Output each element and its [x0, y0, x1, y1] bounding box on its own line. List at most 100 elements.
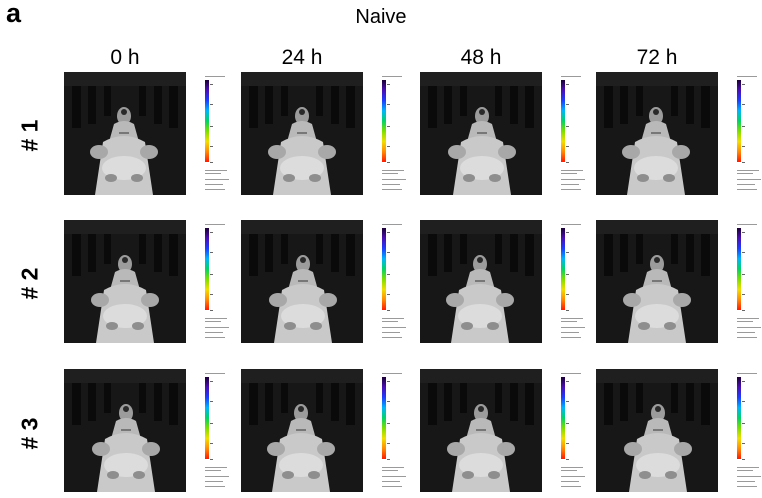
- color-gradient: [737, 228, 741, 310]
- scale-annotation-mark: [561, 373, 581, 374]
- scale-annotation-mark: [737, 470, 753, 471]
- scale-tick: [742, 443, 745, 444]
- scale-tick: [210, 401, 213, 402]
- scale-tick: [566, 126, 569, 127]
- scale-tick: [387, 126, 390, 127]
- scale-annotation-mark: [382, 467, 404, 468]
- scale-annotation-mark: [737, 321, 753, 322]
- scale-tick: [742, 84, 745, 85]
- panel-letter: a: [6, 0, 22, 28]
- color-gradient: [382, 377, 386, 459]
- mouse-image-row1-col3: [420, 72, 542, 195]
- scale-tick: [742, 274, 745, 275]
- scale-tick: [566, 274, 569, 275]
- scale-tick: [387, 146, 390, 147]
- scale-annotation-mark: [561, 224, 581, 225]
- scale-tick: [742, 381, 745, 382]
- scale-tick: [387, 459, 390, 460]
- scale-annotation-mark: [561, 170, 583, 171]
- scale-tick: [742, 252, 745, 253]
- mouse-image-row2-col3: [420, 220, 542, 343]
- color-gradient: [382, 228, 386, 310]
- scale-annotation-mark: [382, 486, 402, 487]
- mouse-photo: [596, 72, 718, 195]
- scale-annotation-mark: [737, 337, 757, 338]
- scale-annotation-mark: [737, 486, 757, 487]
- scale-annotation-mark: [205, 476, 229, 477]
- mouse-image-row3-col3: [420, 369, 542, 492]
- scale-tick: [742, 459, 745, 460]
- scale-tick: [210, 84, 213, 85]
- scale-annotation-mark: [561, 179, 585, 180]
- color-scale-bar: [735, 222, 762, 347]
- scale-tick: [387, 423, 390, 424]
- scale-annotation-mark: [561, 76, 581, 77]
- color-scale-bar: [380, 222, 416, 347]
- scale-tick: [387, 104, 390, 105]
- scale-annotation-mark: [561, 486, 581, 487]
- scale-annotation-mark: [737, 76, 757, 77]
- scale-annotation-mark: [205, 486, 225, 487]
- scale-annotation-mark: [382, 179, 406, 180]
- mouse-photo: [420, 220, 542, 343]
- scale-annotation-mark: [205, 179, 229, 180]
- mouse-image-row1-col1: [64, 72, 186, 195]
- scale-tick: [210, 162, 213, 163]
- mouse-photo: [64, 220, 186, 343]
- scale-tick: [210, 310, 213, 311]
- scale-annotation-mark: [205, 337, 225, 338]
- scale-annotation-mark: [737, 224, 757, 225]
- scale-tick: [210, 232, 213, 233]
- scale-annotation-mark: [561, 189, 581, 190]
- scale-tick: [210, 459, 213, 460]
- scale-tick: [387, 84, 390, 85]
- color-scale-bar: [559, 222, 595, 347]
- scale-annotation-mark: [205, 470, 221, 471]
- scale-annotation-mark: [737, 318, 759, 319]
- scale-tick: [387, 310, 390, 311]
- scale-tick: [742, 126, 745, 127]
- scale-annotation-mark: [382, 173, 398, 174]
- scale-tick: [210, 423, 213, 424]
- scale-annotation-mark: [737, 476, 761, 477]
- color-gradient: [737, 80, 741, 162]
- scale-annotation-mark: [737, 189, 757, 190]
- scale-tick: [742, 423, 745, 424]
- scale-tick: [742, 401, 745, 402]
- scale-annotation-mark: [382, 318, 404, 319]
- column-label-0h: 0 h: [110, 46, 140, 69]
- mouse-image-row3-col2: [241, 369, 363, 492]
- scale-annotation-mark: [737, 481, 755, 482]
- mouse-photo: [420, 369, 542, 492]
- scale-tick: [566, 252, 569, 253]
- scale-annotation-mark: [382, 321, 398, 322]
- mouse-image-row1-col2: [241, 72, 363, 195]
- scale-annotation-mark: [205, 481, 223, 482]
- mouse-photo: [241, 72, 363, 195]
- row-label-3: # 3: [16, 417, 43, 450]
- scale-tick: [210, 252, 213, 253]
- scale-annotation-mark: [737, 173, 753, 174]
- scale-tick: [566, 423, 569, 424]
- scale-tick: [742, 104, 745, 105]
- color-scale-bar: [203, 222, 239, 347]
- color-scale-bar: [735, 371, 762, 496]
- color-scale-bar: [380, 371, 416, 496]
- scale-tick: [210, 104, 213, 105]
- mouse-photo: [241, 220, 363, 343]
- color-gradient: [205, 80, 209, 162]
- column-label-48h: 48 h: [460, 46, 502, 69]
- scale-annotation-mark: [382, 189, 402, 190]
- scale-tick: [566, 232, 569, 233]
- scale-annotation-mark: [205, 327, 229, 328]
- mouse-photo: [241, 369, 363, 492]
- scale-annotation-mark: [737, 184, 755, 185]
- scale-annotation-mark: [737, 327, 761, 328]
- mouse-photo: [596, 220, 718, 343]
- scale-tick: [566, 401, 569, 402]
- scale-tick: [210, 126, 213, 127]
- scale-annotation-mark: [205, 170, 227, 171]
- scale-tick: [387, 401, 390, 402]
- column-label-24h: 24 h: [281, 46, 323, 69]
- scale-annotation-mark: [205, 189, 225, 190]
